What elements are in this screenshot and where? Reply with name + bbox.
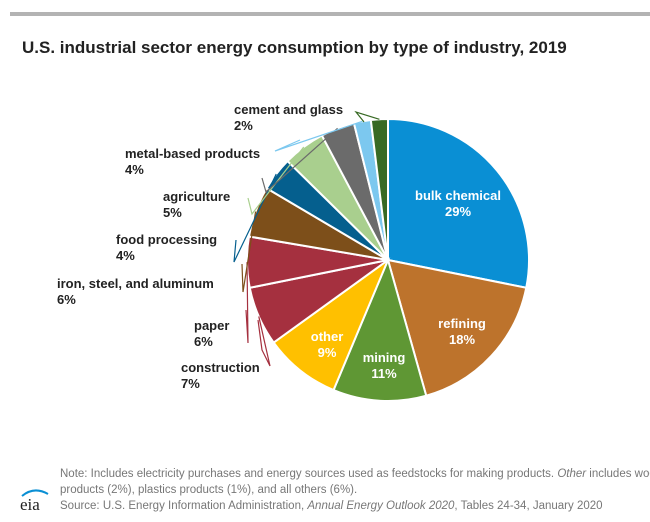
slice-mining	[332, 256, 428, 402]
slice-refining	[386, 258, 528, 397]
top-divider	[10, 12, 650, 16]
label-food-processing: food processing 4%	[116, 232, 217, 263]
label-other: other 9%	[311, 329, 344, 360]
leader-metal-based-products	[261, 127, 338, 194]
leader-cement-and-glass	[274, 120, 363, 152]
label-construction: construction 7%	[181, 360, 260, 391]
label-bulk-chemical: bulk chemical 29%	[415, 188, 501, 219]
chart-title: U.S. industrial sector energy consumptio…	[22, 38, 567, 57]
footer-note: Note: Includes electricity purchases and…	[60, 466, 650, 514]
label-metal-based-products: metal-based products 4%	[125, 146, 260, 177]
leader-lines	[233, 110, 380, 367]
label-agriculture: agriculture 5%	[163, 189, 230, 220]
source-line: Source: U.S. Energy Information Administ…	[60, 500, 603, 512]
label-refining: refining 18%	[438, 316, 486, 347]
leader-construction	[257, 316, 271, 367]
leader-food-processing	[233, 173, 277, 263]
leader-paper	[245, 262, 249, 344]
slice-labels: bulk chemical 29% refining 18% mining 11% othe…	[57, 102, 501, 391]
label-iron-steel-and-aluminum: iron, steel, and aluminum 6%	[57, 276, 214, 307]
leader-iron-steel-and-aluminum	[241, 211, 257, 293]
label-mining: mining 11%	[363, 350, 406, 381]
eia-logo-text: eia	[20, 495, 40, 514]
slice-bulk-chemical	[387, 117, 530, 289]
pie-slices	[246, 117, 530, 402]
label-paper: paper 6%	[194, 318, 229, 349]
leader-wood-products	[354, 110, 380, 123]
eia-logo: eia	[20, 489, 49, 514]
leader-agriculture	[247, 146, 305, 216]
label-cement-and-glass: cement and glass 2%	[234, 102, 343, 133]
note-line-2: products (2%), plastics products (1%), a…	[60, 484, 358, 496]
note-line-1: Note: Includes electricity purchases and…	[60, 468, 650, 480]
